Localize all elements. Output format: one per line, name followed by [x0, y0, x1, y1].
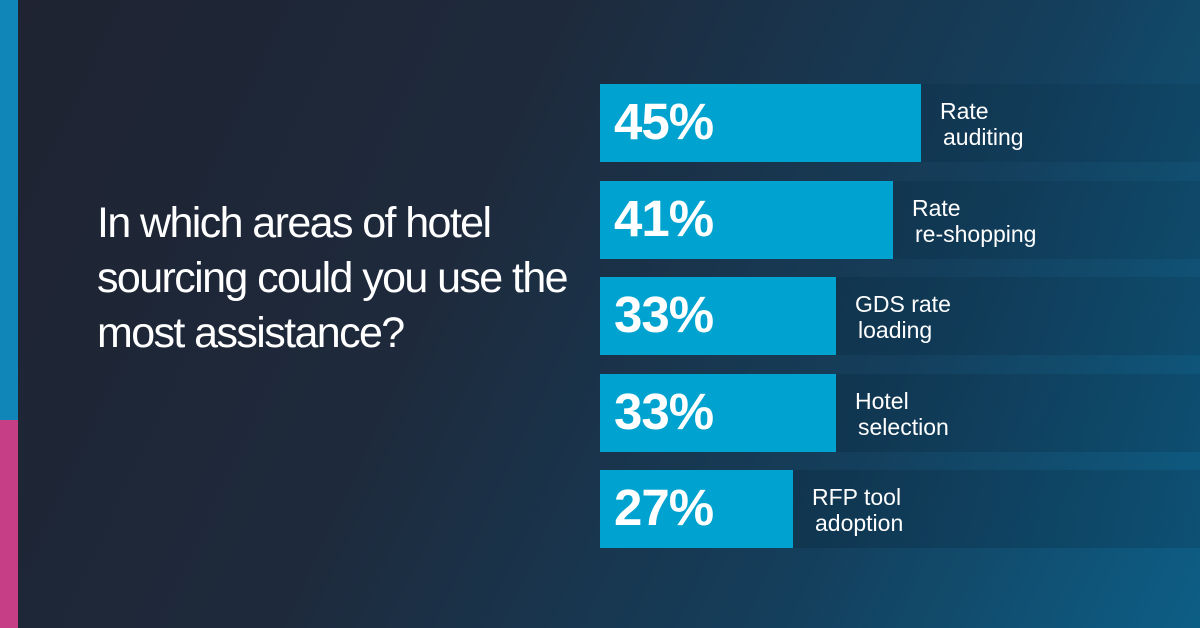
bar-category-label: Rate auditing	[940, 98, 1140, 150]
bar-chart: 45% Rate auditing 41% Rate re-shopping 33% GDS …	[600, 84, 1200, 549]
bar	[600, 277, 836, 355]
category-label-line: re-shopping	[915, 220, 1037, 247]
category-label-line: Rate	[940, 98, 989, 124]
accent-bar-top	[0, 0, 18, 420]
bar-row: 33% GDS rate loading	[600, 277, 1200, 355]
category-label-line: Rate	[912, 194, 961, 221]
survey-question: In which areas of hotel sourcing could y…	[97, 199, 569, 357]
bar	[600, 373, 836, 452]
accent-bar-bottom	[0, 420, 18, 628]
category-label-line: selection	[858, 413, 949, 440]
category-label-line: adoption	[815, 510, 904, 536]
bar	[600, 180, 893, 259]
bar-category-label: GDS rate loading	[855, 291, 1055, 343]
bar-category-label: Rate re-shopping	[912, 195, 1112, 247]
bar	[600, 84, 921, 162]
bar-row: 27% RFP tool adoption	[600, 470, 1200, 548]
bar-category-label: RFP tool adoption	[812, 484, 1012, 536]
bar	[600, 470, 793, 548]
bar-row: 41% Rate re-shopping	[600, 180, 1200, 259]
bar-category-label: Hotel selection	[855, 388, 1055, 440]
bar-row: 45% Rate auditing	[600, 84, 1200, 162]
category-label-line: loading	[858, 317, 933, 343]
bar-value-label: 27%	[614, 479, 714, 536]
bar-value-label: 33%	[614, 286, 714, 343]
bar-row: 33% Hotel selection	[600, 373, 1200, 452]
bar-value-label: 33%	[614, 382, 714, 440]
category-label-line: auditing	[943, 124, 1024, 150]
bar-value-label: 45%	[614, 93, 714, 150]
category-label-line: RFP tool	[812, 484, 902, 510]
category-label-line: Hotel	[855, 387, 909, 414]
category-label-line: GDS rate	[855, 291, 951, 317]
bar-value-label: 41%	[614, 189, 714, 247]
